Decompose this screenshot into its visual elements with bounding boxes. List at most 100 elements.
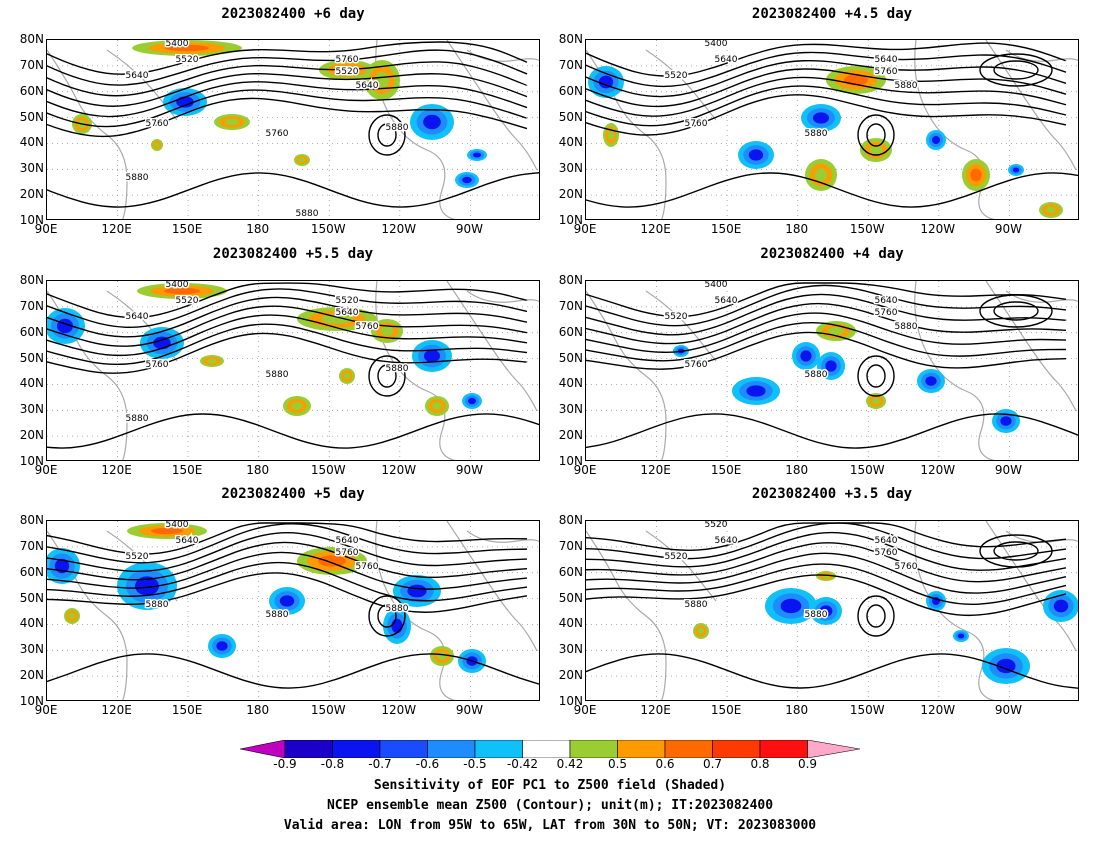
- contour-label: 5760: [875, 308, 898, 318]
- colorbar-label: 0.8: [750, 757, 770, 771]
- longitude-tick-label: 180: [785, 222, 809, 236]
- contour-label: 5760: [356, 322, 379, 332]
- shade-blob-core: [164, 287, 200, 295]
- longitude-tick-label: 120W: [381, 703, 417, 717]
- longitude-tick-label: 120E: [101, 222, 132, 236]
- contour-line: [47, 296, 528, 338]
- contour-line: [47, 282, 528, 319]
- contour-labels: 5400 5640 5520 5640 5760 5880 5760 5880: [663, 40, 919, 141]
- contour-label: 5640: [875, 55, 898, 65]
- contour-label: 5760: [336, 548, 359, 558]
- latitude-tick-label: 60N: [558, 324, 583, 339]
- coastline-arctic: [466, 530, 539, 543]
- contour-line: [47, 551, 528, 590]
- map-svg: 5400 5520 5640 5760 5520 5640 5760 5760 5880 5880…: [47, 40, 539, 219]
- longitude-tick-label: 90W: [994, 222, 1022, 236]
- longitude-tick-label: 90E: [573, 463, 597, 477]
- longitude-tick-label: 120W: [920, 703, 956, 717]
- contour-label: 5520: [665, 312, 688, 322]
- contour-line: [47, 72, 528, 107]
- longitude-tick-label: 150E: [710, 703, 742, 717]
- latitude-tick-label: 20N: [19, 428, 44, 443]
- contour-closed-low: [979, 53, 1053, 87]
- latitude-tick-label: 60N: [558, 564, 583, 579]
- caption-line-3: Valid area: LON from 95W to 65W, LAT fro…: [283, 818, 817, 833]
- colorbar-segment: [759, 740, 808, 758]
- latitude-tick-label: 40N: [19, 616, 44, 631]
- coastline-asia: [586, 290, 667, 460]
- contour-label: 5520: [126, 552, 149, 562]
- shade-blob-core: [468, 397, 476, 405]
- contour-line: [47, 561, 528, 602]
- colorbar-label: 0.5: [607, 757, 628, 771]
- map-panel: 5400 5520 5640 5520 5640 5760 5760 5880 5880 5880: [46, 280, 540, 461]
- latitude-tick-label: 40N: [558, 376, 583, 391]
- contour-line: [586, 552, 1067, 594]
- coastline: [586, 40, 1078, 219]
- contour-label: 5880: [386, 604, 409, 614]
- grid: [586, 40, 1078, 219]
- contour-label: 5520: [336, 296, 359, 306]
- longitude-tick-label: 150W: [849, 222, 885, 236]
- contour-line: [47, 97, 528, 138]
- contour-label: 5520: [176, 296, 199, 306]
- shade-blob-core: [165, 44, 209, 52]
- shade-blob-core: [607, 130, 615, 140]
- contour-closed-low: [377, 123, 397, 147]
- contour-label: 5880: [126, 414, 149, 424]
- contour-line: [586, 331, 1067, 370]
- contour-label: 5880: [296, 209, 319, 219]
- contour-line: [47, 81, 528, 118]
- panel-title: 2023082400 +4.5 day: [751, 6, 913, 22]
- latitude-tick-label: 70N: [19, 298, 44, 313]
- sensitivity-shading: [673, 321, 1020, 433]
- contour-closed-low: [979, 534, 1053, 568]
- shade-blob-core: [598, 75, 614, 89]
- contour-label: 5640: [356, 81, 379, 91]
- longitude-tick-label: 150W: [310, 222, 346, 236]
- coastline-north-america-west: [914, 40, 996, 219]
- contour-closed-low: [368, 114, 406, 156]
- shade-blob-core: [424, 349, 440, 363]
- contour-label: 5880: [266, 370, 289, 380]
- contour-label: 5400: [166, 40, 189, 49]
- contour-line: [586, 321, 1067, 362]
- longitude-tick-label: 90W: [455, 222, 483, 236]
- colorbar-label: 0.7: [702, 757, 723, 771]
- latitude-tick-label: 80N: [19, 273, 44, 287]
- contour-line: [47, 653, 539, 689]
- contour-closed-low: [377, 604, 397, 628]
- coastline-north-america-west: [914, 281, 996, 460]
- latitude-tick-label: 10N: [558, 454, 583, 468]
- longitude-tick-label: 90E: [573, 222, 597, 236]
- colorbar-end-left: [240, 740, 286, 758]
- contour-label: 5640: [875, 296, 898, 306]
- contour-label: 5760: [875, 548, 898, 558]
- latitude-tick-label: 50N: [558, 109, 583, 124]
- shade-blob-core: [151, 527, 183, 535]
- contour-line: [586, 282, 1067, 318]
- contour-label: 5880: [266, 610, 289, 620]
- latitude-tick-label: 80N: [19, 513, 44, 527]
- shade-blob-core: [423, 114, 441, 130]
- z500-contours: [586, 282, 1078, 449]
- contour-line: [586, 413, 1078, 449]
- contour-label: 5760: [146, 119, 169, 129]
- latitude-tick-label: 40N: [19, 376, 44, 391]
- shade-blob-core: [216, 641, 228, 651]
- map-svg: 5400 5640 5520 5640 5760 5880 5760 5880: [586, 40, 1078, 219]
- latitude-tick-label: 10N: [19, 694, 44, 708]
- shade-blob-core: [925, 376, 937, 386]
- z500-contours: [47, 41, 539, 208]
- longitude-tick-label: 120E: [640, 703, 671, 717]
- contour-closed-low: [993, 60, 1039, 80]
- contour-label: 5760: [685, 360, 708, 370]
- contour-closed-low: [857, 114, 895, 156]
- z500-contours: [47, 282, 539, 449]
- panel-title: 2023082400 +4 day: [760, 246, 904, 262]
- coastline-kamchatka: [645, 290, 717, 362]
- longitude-tick-label: 90E: [34, 703, 58, 717]
- contour-label: 5400: [705, 40, 728, 49]
- longitude-tick-label: 180: [785, 463, 809, 477]
- contour-closed-low: [368, 355, 406, 397]
